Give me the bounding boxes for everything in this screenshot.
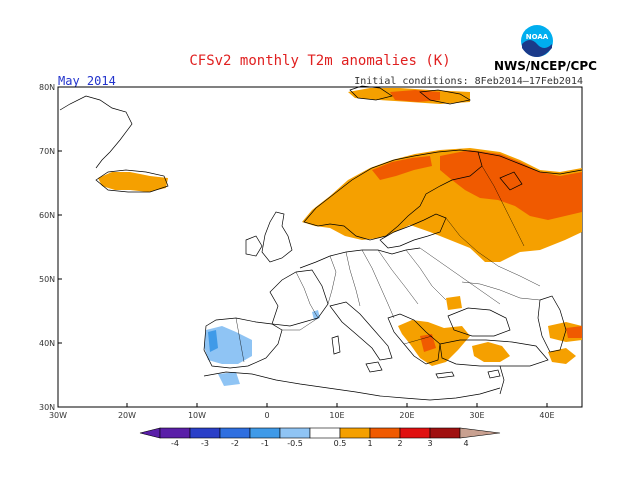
- lon-label-20w: 20W: [118, 411, 136, 420]
- colorbar-segment: [249, 427, 281, 439]
- anomaly-hot-areas: [372, 90, 582, 352]
- noaa-logo-icon: NOAA: [521, 25, 553, 57]
- colorbar-label: 2: [397, 439, 402, 448]
- noaa-logo-text: NOAA: [526, 33, 549, 41]
- anomaly-ukraine-warm: [446, 296, 462, 310]
- colorbar-segment: [189, 427, 221, 439]
- colorbar-label: -4: [171, 439, 179, 448]
- lon-label-40e: 40E: [539, 411, 554, 420]
- coast-crete: [435, 371, 455, 379]
- lon-label-30w: 30W: [49, 411, 67, 420]
- colorbar-segment: [279, 427, 311, 439]
- coast-greenland: [59, 95, 133, 169]
- colorbar-label: 4: [463, 439, 468, 448]
- coast-svalbard: [349, 85, 393, 101]
- colorbar-segment: [399, 427, 431, 439]
- coast-caspian: [537, 295, 567, 353]
- coast-scandinavia: [303, 149, 483, 241]
- map-title: CFSv2 monthly T2m anomalies (K): [189, 53, 451, 69]
- lat-label-30n: 30N: [39, 403, 55, 412]
- colorbar: -4 -3 -2 -1 -0.5 0.5 1 2 3 4: [139, 427, 501, 448]
- lon-label-30e: 30E: [469, 411, 484, 420]
- coast-balkans: [387, 313, 441, 365]
- colorbar-label: 3: [427, 439, 432, 448]
- colorbar-segment: [219, 427, 251, 439]
- organization-label: NWS/NCEP/CPC: [494, 59, 597, 73]
- colorbar-label: 1: [367, 439, 372, 448]
- lat-label-50n: 50N: [39, 275, 55, 284]
- anomaly-greenland-warm: [98, 172, 168, 192]
- anomaly-north-hot: [390, 90, 440, 102]
- colorbar-label: -3: [201, 439, 209, 448]
- anomaly-portugal-cool: [208, 330, 218, 352]
- colorbar-label: -0.5: [287, 439, 303, 448]
- coast-iceland: [95, 169, 169, 193]
- coast-italy: [329, 301, 393, 361]
- coast-russia-north: [477, 151, 583, 175]
- lon-label-10w: 10W: [188, 411, 206, 420]
- coastlines: [59, 85, 583, 401]
- lat-label-70n: 70N: [39, 147, 55, 156]
- colorbar-label: -1: [261, 439, 269, 448]
- lon-label-10e: 10E: [329, 411, 344, 420]
- coast-north-africa: [203, 371, 501, 401]
- latitude-axis: 80N 70N 60N 50N 40N 30N: [39, 83, 62, 412]
- colorbar-segment: [159, 427, 191, 439]
- colorbar-label: 0.5: [334, 439, 347, 448]
- coast-novaya-zemlya: [419, 89, 471, 105]
- coast-levant: [499, 365, 505, 395]
- colorbar-segment: [309, 427, 341, 439]
- coast-baltic: [379, 213, 447, 249]
- coast-cyprus: [487, 369, 501, 379]
- lat-label-40n: 40N: [39, 339, 55, 348]
- lat-label-80n: 80N: [39, 83, 55, 92]
- colorbar-max-arrow: [459, 427, 501, 439]
- initial-conditions: Initial conditions: 8Feb2014–17Feb2014: [354, 76, 583, 87]
- anomaly-east-hot: [566, 326, 582, 338]
- lon-label-0: 0: [264, 411, 269, 420]
- coast-britain: [261, 211, 293, 263]
- coast-sardinia: [331, 335, 341, 355]
- coast-black-sea: [447, 307, 511, 337]
- colorbar-segment: [369, 427, 401, 439]
- coast-ireland: [245, 235, 263, 257]
- forecast-month: May 2014: [58, 74, 116, 88]
- coast-france: [269, 269, 329, 327]
- anomaly-russia-hot: [440, 150, 582, 220]
- borders: [235, 165, 541, 363]
- colorbar-segment: [429, 427, 461, 439]
- longitude-axis: 30W 20W 10W 0 10E 20E 30E 40E: [49, 403, 555, 420]
- anomaly-turkey-warm: [472, 342, 510, 362]
- colorbar-label: -2: [231, 439, 239, 448]
- anomaly-aegean-hot: [420, 334, 436, 352]
- lat-label-60n: 60N: [39, 211, 55, 220]
- anomaly-caspian-warm: [548, 348, 576, 364]
- anomaly-morocco-cool: [218, 372, 240, 386]
- coast-sicily: [365, 361, 383, 373]
- coast-white-sea: [499, 171, 523, 191]
- colorbar-segment: [339, 427, 371, 439]
- coast-turkey: [439, 339, 549, 367]
- anomaly-norway-hot: [372, 156, 432, 180]
- colorbar-min-arrow: [139, 427, 161, 439]
- anomaly-cool-areas: [204, 310, 320, 386]
- lon-label-20e: 20E: [399, 411, 414, 420]
